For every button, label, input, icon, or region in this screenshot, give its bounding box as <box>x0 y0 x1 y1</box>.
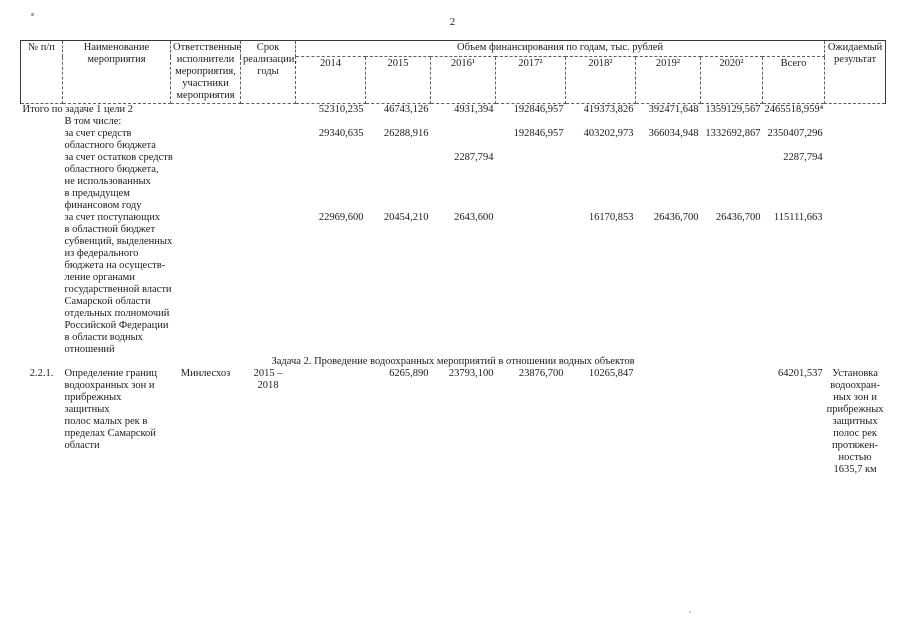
value-2015: 20454,210 <box>383 212 429 223</box>
column-header-year-2018: 2018² <box>565 56 636 104</box>
value-2014 <box>296 152 366 212</box>
column-header-name: Наименование мероприятия <box>62 40 171 104</box>
implementation-term: 2015 – 2018 <box>253 368 283 391</box>
value-2017 <box>496 152 566 212</box>
result-cell <box>825 212 886 356</box>
value-2018: 10265,847 <box>588 368 634 379</box>
value-2020: 1332692,867 <box>705 128 761 139</box>
table-row-total-task1: Итого по задаче 1 цели 2 52310,235 46743… <box>21 104 886 117</box>
column-header-term: Срок реализации, годы <box>240 40 297 104</box>
column-header-year-2016: 2016¹ <box>430 56 496 104</box>
result-cell <box>825 128 886 152</box>
table-row-federal-subventions: за счет поступающих в областной бюджет с… <box>21 212 886 356</box>
value-2014: 29340,635 <box>318 128 364 139</box>
value-2018 <box>566 152 636 212</box>
row-label: Итого по задаче 1 цели 2 <box>22 104 134 115</box>
value-2020: 26436,700 <box>715 212 761 223</box>
table-row-2-2-1: 2.2.1. Определение границ водоохранных з… <box>21 368 886 476</box>
value-total: 2350407,296 <box>767 128 823 139</box>
page-number: 2 <box>449 16 456 28</box>
table-row-budget-remainders: за счет остатков средств областного бюдж… <box>21 152 886 212</box>
column-header-year-2015: 2015 <box>365 56 431 104</box>
value-2017 <box>496 212 566 356</box>
value-2020: 1359129,567 <box>705 104 761 115</box>
scan-artifact <box>689 611 691 613</box>
value-2019 <box>636 368 701 476</box>
value-total: 64201,537 <box>777 368 823 379</box>
financing-table: № п/п Наименование мероприятия Ответстве… <box>20 39 887 476</box>
column-header-year-2020: 2020² <box>700 56 763 104</box>
column-header-year-2014: 2014 <box>295 56 366 104</box>
value-2018: 419373,826 <box>583 104 634 115</box>
value-2014: 52310,235 <box>318 104 364 115</box>
row-label: В том числе: <box>64 116 122 127</box>
value-2019 <box>636 152 701 212</box>
value-2015: 6265,890 <box>389 368 429 379</box>
value-2017: 192846,957 <box>513 104 564 115</box>
value-2017: 23876,700 <box>518 368 564 379</box>
value-2016 <box>431 128 496 152</box>
value-2018: 403202,973 <box>583 128 634 139</box>
responsible-executor: Минлесхоз <box>180 368 231 379</box>
value-2014 <box>296 368 366 476</box>
result-cell <box>825 104 886 117</box>
column-header-year-2019: 2019² <box>635 56 701 104</box>
value-2017: 192846,957 <box>513 128 564 139</box>
value-2016: 23793,100 <box>448 368 494 379</box>
column-header-responsible: Ответственные исполнители мероприятия, у… <box>170 40 241 104</box>
table-row-section-title: Задача 2. Проведение водоохранных меропр… <box>21 356 886 368</box>
row-label: за счет средств областного бюджета <box>64 128 156 151</box>
row-label: за счет поступающих в областной бюджет с… <box>64 212 173 355</box>
value-2019: 26436,700 <box>653 212 699 223</box>
table-row-including: В том числе: <box>21 116 886 128</box>
table-row-regional-budget: за счет средств областного бюджета 29340… <box>21 128 886 152</box>
measure-name: Определение границ водоохранных зон и пр… <box>64 368 157 451</box>
result-cell <box>825 152 886 212</box>
column-header-total: Всего <box>761 56 826 104</box>
value-total: 2287,794 <box>783 152 823 163</box>
value-2016: 2643,600 <box>454 212 494 223</box>
column-header-num: № п/п <box>20 40 63 104</box>
value-2019: 366034,948 <box>648 128 699 139</box>
value-2014: 22969,600 <box>318 212 364 223</box>
value-2020 <box>701 152 763 212</box>
row-label: за счет остатков средств областного бюдж… <box>64 152 173 211</box>
value-2020 <box>701 368 763 476</box>
value-2016: 2287,794 <box>454 152 494 163</box>
value-2016: 4931,394 <box>454 104 494 115</box>
value-2019: 392471,648 <box>648 104 699 115</box>
column-header-year-2017: 2017² <box>495 56 566 104</box>
value-2015 <box>366 152 431 212</box>
value-2015: 26288,916 <box>383 128 429 139</box>
expected-result: Установка водоохран- ных зон и прибрежны… <box>826 368 884 475</box>
value-total: 115111,663 <box>773 212 823 223</box>
column-header-financing-group: Объем финансирования по годам, тыс. рубл… <box>294 39 826 58</box>
column-header-result: Ожидаемый результат <box>824 40 887 104</box>
scan-artifact <box>31 13 34 16</box>
section-title: Задача 2. Проведение водоохранных меропр… <box>271 356 635 367</box>
row-number: 2.2.1. <box>29 368 54 379</box>
value-2015: 46743,126 <box>383 104 429 115</box>
value-2018: 16170,853 <box>588 212 634 223</box>
value-total: 2465518,959⁴ <box>764 104 824 115</box>
